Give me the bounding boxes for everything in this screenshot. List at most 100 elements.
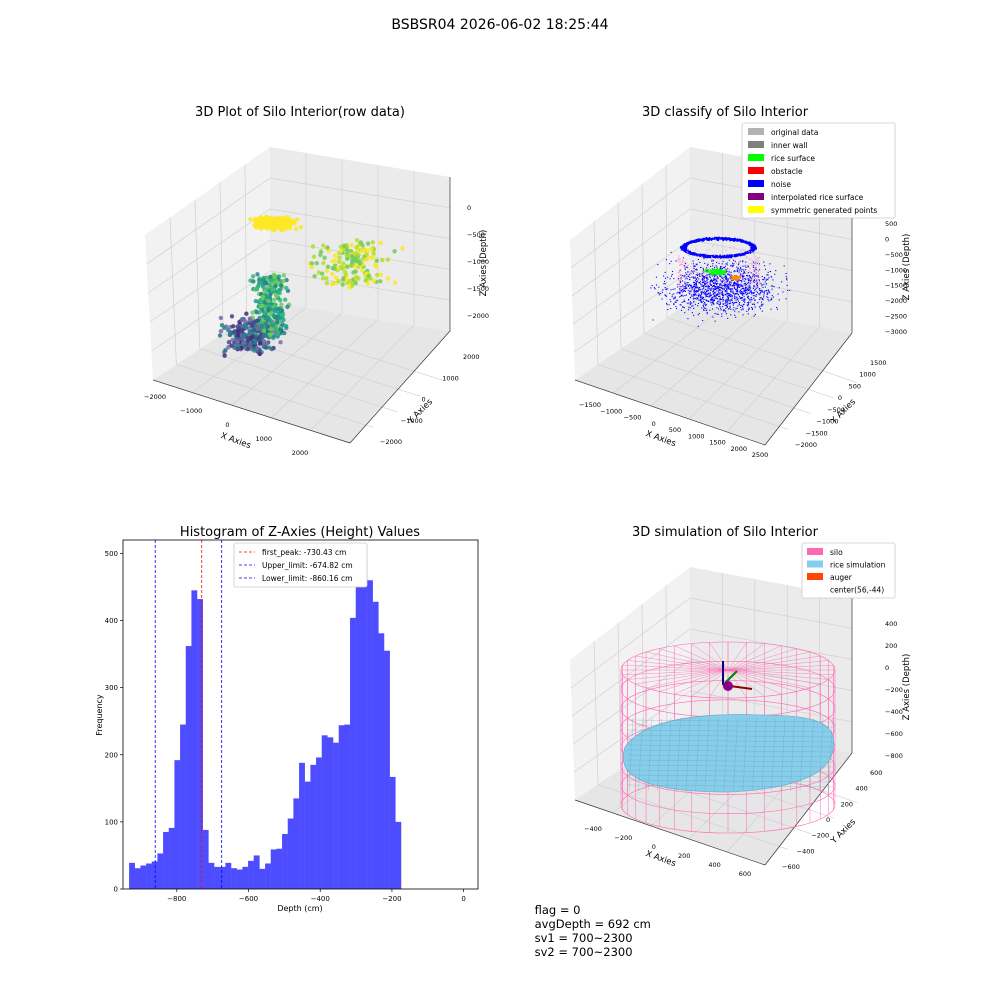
raw-x-label: X Axies — [219, 431, 252, 451]
classify-noise-point — [733, 240, 735, 242]
classify-noise-point — [754, 288, 757, 290]
classify-noise-point — [718, 288, 720, 290]
classify-noise-point — [716, 278, 718, 280]
histogram-bar — [395, 821, 402, 889]
classify-noise-point — [737, 293, 739, 295]
classify-noise-point — [706, 300, 708, 302]
classify-noise-point — [673, 297, 675, 299]
classify-noise-point — [719, 295, 721, 297]
classify-wall-point — [754, 268, 756, 270]
raw-data-point — [268, 274, 273, 280]
back-left-pane — [570, 147, 690, 380]
classify-noise-point — [704, 303, 706, 305]
classify-noise-point — [691, 276, 693, 278]
classify-noise-point — [719, 267, 721, 269]
classify-noise-point — [728, 294, 731, 296]
classify-noise-point — [716, 257, 719, 259]
classify-noise-point — [761, 285, 763, 287]
classify-noise-point — [710, 294, 712, 296]
classify-noise-point — [774, 273, 776, 275]
classify-noise-point — [712, 300, 714, 303]
classify-noise-point — [696, 274, 699, 277]
histogram-bar — [287, 818, 294, 889]
classify-noise-point — [715, 288, 717, 290]
histogram-bar — [299, 762, 305, 889]
classify-wall-point — [694, 277, 696, 279]
classify-wall-point — [677, 258, 679, 260]
classify-noise-point — [691, 286, 693, 288]
raw-axes-box — [145, 147, 451, 444]
raw-data-point — [352, 264, 358, 270]
classify-noise-point — [706, 264, 708, 266]
rice-mesh-line — [626, 769, 834, 773]
classify-noise-point — [686, 287, 688, 289]
classify-noise-point — [728, 297, 730, 299]
classify-noise-point — [766, 294, 768, 296]
classify-noise-point — [726, 301, 728, 303]
classify-noise-point — [767, 298, 769, 301]
classify-noise-point — [745, 289, 748, 291]
classify-noise-point — [727, 285, 729, 287]
raw-data-point — [366, 248, 371, 253]
classify-noise-point — [690, 241, 692, 244]
classify-noise-point — [711, 298, 713, 300]
classify-noise-point — [681, 301, 683, 304]
classify-noise-point — [699, 255, 701, 257]
classify-noise-point — [720, 292, 722, 294]
classify-noise-point — [694, 265, 696, 267]
classify-noise-point — [717, 301, 719, 303]
classify-noise-point — [727, 287, 730, 289]
classify-noise-point — [747, 288, 749, 290]
classify-noise-point — [744, 301, 746, 303]
classify-noise-point — [695, 282, 697, 285]
classify-obstacle-point — [736, 278, 738, 281]
raw-data-point — [337, 259, 342, 265]
classify-wall-point — [757, 260, 759, 262]
classify-noise-point — [693, 265, 695, 267]
silo-roof-spoke — [727, 645, 782, 671]
classify-noise-point — [728, 273, 730, 275]
histogram-bar — [157, 853, 164, 889]
classify-obstacle-point — [737, 276, 739, 278]
grid-line — [617, 202, 622, 349]
classify-noise-point — [734, 287, 736, 289]
histogram-legend-label: first_peak: -730.43 cm — [262, 548, 346, 557]
raw-data-point — [272, 307, 278, 312]
raw-data-point — [252, 216, 258, 222]
classify-noise-point — [703, 285, 705, 287]
classify-noise-point — [664, 271, 666, 273]
classify-noise-point — [691, 270, 693, 272]
classify-noise-point — [734, 314, 736, 316]
classify-noise-point — [705, 286, 707, 288]
classify-noise-point — [683, 285, 685, 287]
classify-noise-point — [693, 283, 695, 286]
classify-noise-point — [720, 283, 722, 285]
silo-roof-spoke — [645, 651, 729, 671]
classify-wall-point — [730, 280, 732, 282]
classify-noise-point — [690, 290, 692, 292]
classify-noise-point — [778, 299, 780, 301]
classify-noise-point — [730, 238, 733, 241]
classify-noise-point — [742, 275, 744, 277]
classify-noise-point — [749, 279, 751, 281]
classify-noise-point — [727, 280, 729, 282]
classify-wall-point — [679, 283, 681, 285]
classify-noise-point — [752, 248, 754, 251]
classify-z-tick: 0 — [885, 235, 889, 243]
raw-data-point — [283, 323, 289, 329]
classify-noise-point — [704, 307, 706, 309]
classify-noise-point — [767, 289, 769, 291]
classify-noise-point — [733, 271, 735, 273]
classify-noise-point — [683, 290, 685, 293]
classify-noise-point — [754, 295, 756, 297]
classify-noise-point — [683, 287, 685, 289]
raw-data-point — [268, 310, 274, 316]
classify-noise-point — [703, 279, 705, 281]
classify-noise-point — [732, 293, 735, 295]
classify-noise-point — [786, 277, 788, 280]
classify-noise-point — [684, 290, 687, 292]
rice-mesh-line — [666, 717, 672, 792]
classify-wall-point — [696, 252, 698, 254]
histogram-bar — [350, 617, 356, 889]
